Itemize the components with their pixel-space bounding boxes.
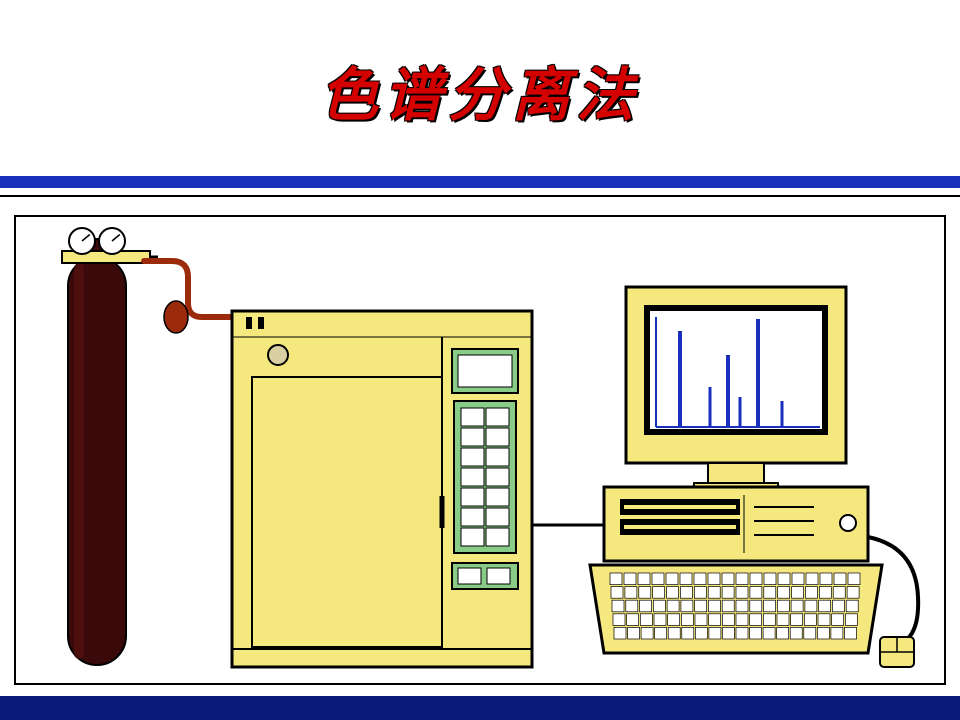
title-text: 色谱分离法 bbox=[320, 63, 640, 128]
chromatography-diagram bbox=[16, 217, 944, 683]
footer-bar bbox=[0, 696, 960, 720]
diagram-container bbox=[14, 215, 946, 685]
divider-thin bbox=[0, 195, 960, 215]
page-title: 色谱分离法 bbox=[0, 48, 960, 132]
divider-thick bbox=[0, 176, 960, 188]
